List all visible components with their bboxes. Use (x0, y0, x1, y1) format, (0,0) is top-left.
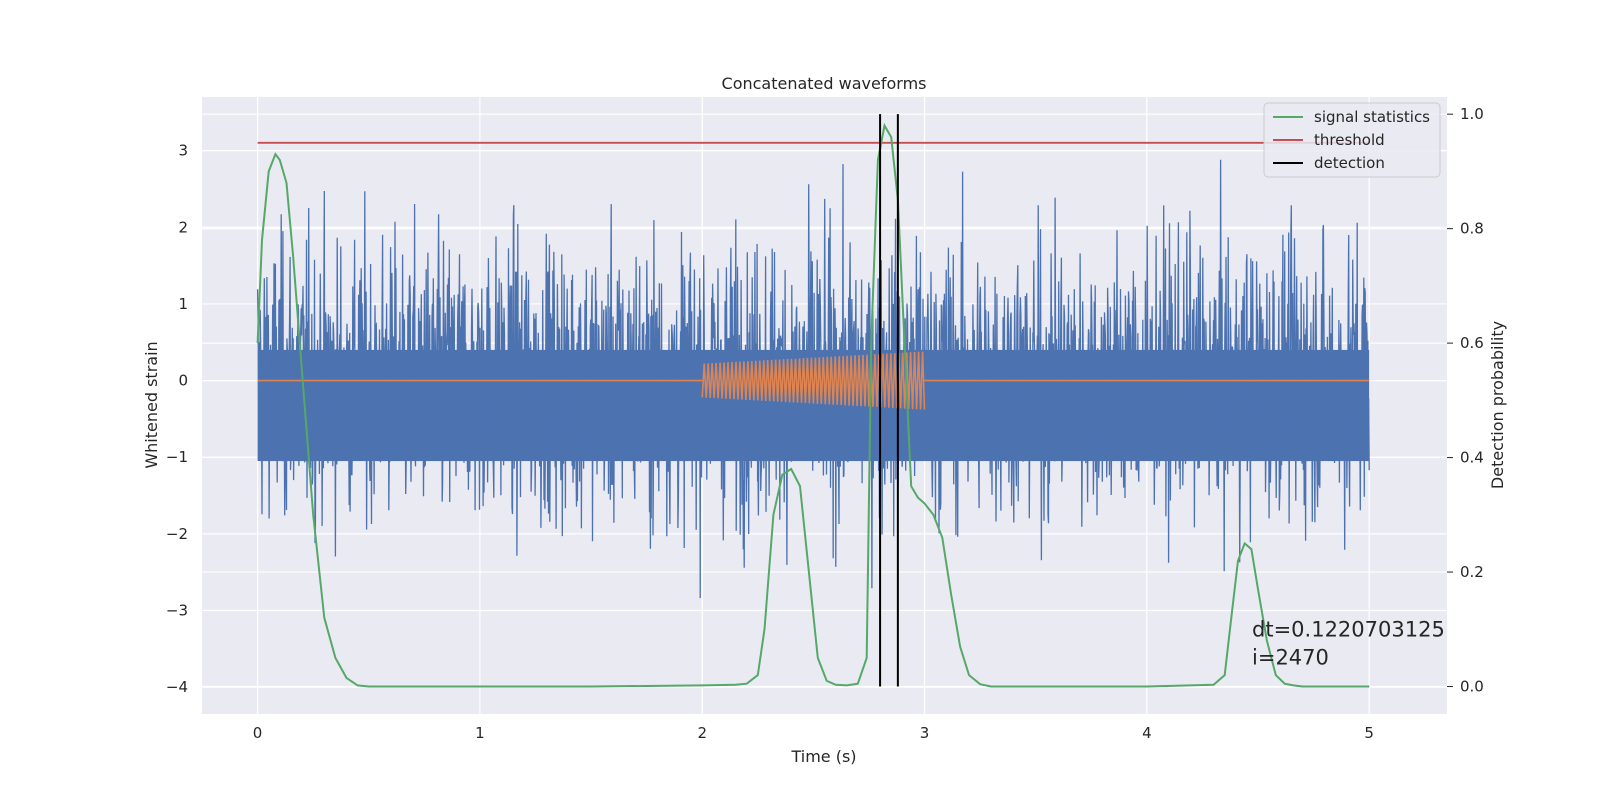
legend-label: threshold (1314, 131, 1385, 149)
y-tick-label: 1 (178, 295, 188, 313)
y-tick-label: −4 (166, 678, 188, 696)
y-right-tick-label: 0.6 (1460, 334, 1484, 352)
signal-statistics-line (256, 122, 1370, 688)
y-right-tick-label: 1.0 (1460, 105, 1484, 123)
y-right-tick-label: 0.0 (1460, 678, 1484, 696)
y-right-tick-label: 0.4 (1460, 449, 1484, 467)
y-tick-label: −3 (166, 602, 188, 620)
y-tick-label: 0 (178, 372, 188, 390)
y-right-tick-label: 0.2 (1460, 563, 1484, 581)
x-tick-label: 5 (1364, 724, 1374, 742)
x-tick-label: 1 (475, 724, 485, 742)
legend: signal statistics threshold detection (1263, 102, 1441, 178)
ticks: 0 1 2 3 4 5 −4 −3 −2 −1 0 1 2 3 0.0 0.2 0.4 0.6 0.8 1.0 (166, 105, 1484, 742)
y-right-tick-label: 0.8 (1460, 220, 1484, 238)
y-axis-label: Whitened strain (142, 341, 161, 468)
chart-title: Concatenated waveforms (722, 74, 927, 93)
x-tick-label: 2 (697, 724, 707, 742)
x-tick-label: 4 (1142, 724, 1152, 742)
y-tick-label: 2 (178, 218, 188, 236)
x-axis-label: Time (s) (790, 747, 856, 766)
legend-label: signal statistics (1314, 108, 1430, 126)
legend-box (1263, 102, 1441, 178)
y-tick-label: −1 (166, 448, 188, 466)
x-tick-label: 3 (920, 724, 930, 742)
x-tick-label: 0 (253, 724, 263, 742)
legend-label: detection (1314, 154, 1385, 172)
y-tick-label: 3 (178, 142, 188, 160)
y-axis-right-label: Detection probability (1488, 321, 1507, 489)
injection-series-line (701, 351, 926, 410)
annotation-text: dt=0.1220703125 (1252, 617, 1445, 641)
data-area (256, 114, 1370, 688)
y-tick-label: −2 (166, 525, 188, 543)
annotation-text: i=2470 (1252, 645, 1329, 669)
annotation: dt=0.1220703125 i=2470 (1252, 617, 1445, 669)
